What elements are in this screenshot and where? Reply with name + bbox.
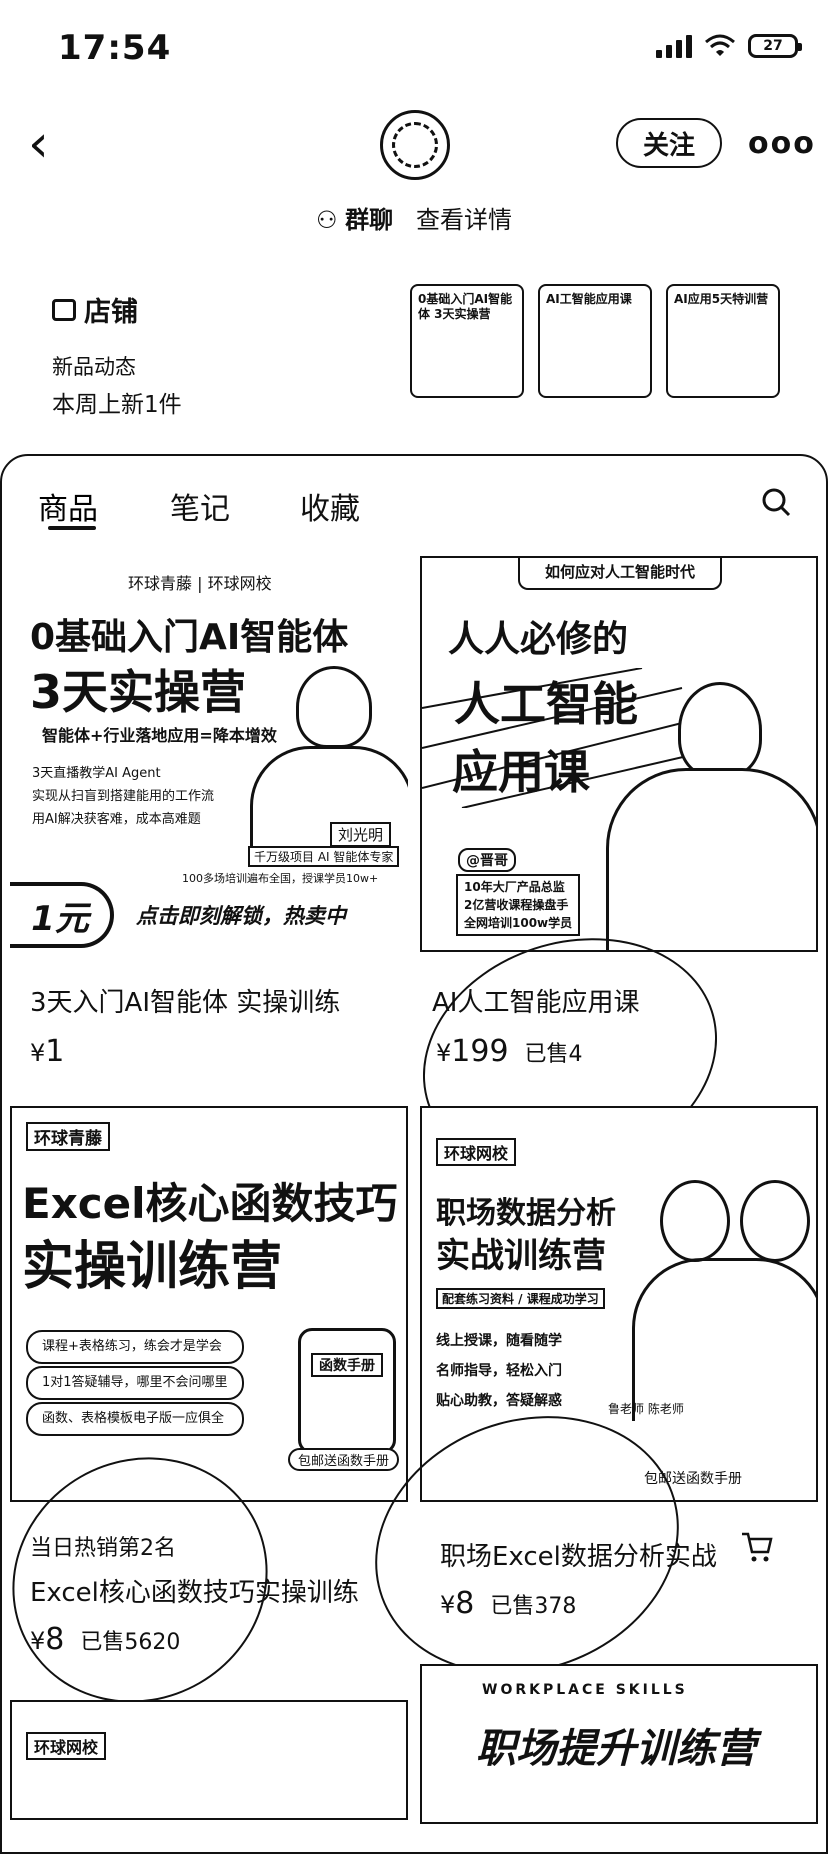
product-2-teacher-photo [678, 682, 762, 778]
product-2-headline3: 应用课 [452, 745, 590, 799]
product-1-note: 100多场培训遍布全国，授课学员10w+ [182, 872, 379, 885]
product-4-price: ¥8 已售378 [440, 1586, 577, 1621]
tab-favorites[interactable]: 收藏 [300, 492, 360, 527]
product-4-teacher-photo-2 [740, 1180, 810, 1262]
product-3-rank: 当日热销第2名 [30, 1536, 176, 1561]
product-4-headline2: 实战训练营 [436, 1236, 606, 1276]
product-3-title[interactable]: Excel核心函数技巧实操训练 [30, 1578, 359, 1608]
shop-section[interactable]: 店铺 新品动态 本周上新1件 [52, 290, 182, 419]
product-2-title[interactable]: AI人工智能应用课 [432, 988, 640, 1018]
product-1-headline2: 3天实操营 [30, 665, 247, 719]
product-card-1-image[interactable]: 环球青藤 | 环球网校 0基础入门AI智能体 3天实操营 智能体+行业落地应用=… [10, 556, 408, 952]
product-4-teacher-photo-1 [660, 1180, 730, 1262]
product-card-2-image[interactable]: 如何应对人工智能时代 人人必修的 人工智能 应用课 @晋哥 10年大厂产品总监 … [420, 556, 818, 952]
product-5-brand: 环球网校 [26, 1732, 107, 1760]
tab-notes[interactable]: 笔记 [170, 492, 230, 527]
product-3-brand: 环球青藤 [26, 1122, 110, 1151]
shop-title: 店铺 [84, 297, 138, 328]
product-2-tag: @晋哥 [458, 848, 516, 872]
view-details-link[interactable]: 查看详情 [416, 206, 513, 234]
product-4-lines: 线上授课，随看随学 名师指导，轻松入门 贴心助教，答疑解惑 [436, 1333, 562, 1409]
product-4-teachers: 鲁老师 陈老师 [608, 1402, 684, 1416]
shop-icon [52, 298, 76, 321]
signal-icon [656, 34, 692, 58]
product-card-4-image[interactable]: 环球网校 职场数据分析 实战训练营 配套练习资料 / 课程成功学习 线上授课，随… [420, 1106, 818, 1502]
product-1-teacher: 刘光明 [330, 822, 392, 847]
shop-new-count: 本周上新1件 [52, 392, 182, 418]
product-1-brand: 环球青藤 | 环球网校 [128, 574, 272, 593]
product-2-price: ¥199 已售4 [436, 1034, 583, 1069]
status-time: 17:54 [58, 28, 172, 68]
cart-icon[interactable] [740, 1530, 774, 1564]
product-1-title[interactable]: 3天入门AI智能体 实操训练 [30, 988, 341, 1018]
product-3-price: ¥8 已售5620 [30, 1622, 181, 1657]
product-3-headline2: 实操训练营 [22, 1237, 283, 1297]
product-1-cta: 点击即刻解锁，热卖中 [136, 904, 346, 928]
product-1-bullets: 3天直播教学AI Agent 实现从扫盲到搭建能用的工作流 用AI解决获客难，成… [32, 766, 215, 827]
product-1-price-badge: 1元 [10, 882, 114, 948]
product-3-headline1: Excel核心函数技巧 [22, 1179, 398, 1228]
product-2-top: 如何应对人工智能时代 [518, 558, 722, 590]
product-card-3-image[interactable]: 环球青藤 Excel核心函数技巧 实操训练营 课程+表格练习，练会才是学会 1对… [10, 1106, 408, 1502]
product-3-gift: 包邮送函数手册 [288, 1448, 400, 1471]
product-1-teacher-title: 千万级项目 AI 智能体专家 [248, 846, 400, 867]
product-3-book-image: 函数手册 [298, 1328, 396, 1454]
group-chat-link[interactable]: 群聊 [345, 206, 394, 234]
shop-new-label: 新品动态 [52, 355, 136, 379]
shop-thumb-1[interactable]: 0基础入门AI智能体 3天实操营 [410, 284, 524, 398]
shop-thumb-2[interactable]: AI工智能应用课 [538, 284, 652, 398]
product-1-headline1: 0基础入门AI智能体 [30, 617, 349, 658]
battery-icon: 27 [748, 34, 802, 58]
product-1-subhead: 智能体+行业落地应用=降本增效 [42, 726, 277, 745]
product-2-headline1: 人人必修的 [448, 619, 629, 660]
product-4-headline1: 职场数据分析 [436, 1196, 616, 1231]
product-1-teacher-photo [296, 666, 372, 748]
more-button[interactable]: ooo [748, 126, 816, 161]
product-6-headline: 职场提升训练营 [476, 1726, 756, 1772]
product-4-brand: 环球网校 [436, 1138, 517, 1166]
back-button[interactable]: ‹ [28, 114, 49, 174]
group-info: ⚇ 群聊 查看详情 [0, 200, 828, 235]
avatar[interactable] [380, 110, 450, 180]
product-card-5-image[interactable]: 环球网校 [10, 1700, 408, 1820]
search-icon[interactable] [760, 486, 792, 518]
product-4-title[interactable]: 职场Excel数据分析实战 [440, 1542, 717, 1572]
tab-indicator [48, 526, 96, 530]
product-6-top: WORKPLACE SKILLS [482, 1682, 688, 1698]
follow-button[interactable]: 关注 [616, 118, 722, 168]
shop-thumb-3[interactable]: AI应用5天特训营 [666, 284, 780, 398]
product-4-gift: 包邮送函数手册 [644, 1471, 742, 1487]
status-icons: 27 [656, 34, 802, 58]
tab-products[interactable]: 商品 [38, 492, 98, 527]
product-1-price: ¥1 [30, 1034, 65, 1069]
product-3-lines: 课程+表格练习，练会才是学会 1对1答疑辅导，哪里不会问哪里 函数、表格模板电子… [26, 1330, 244, 1436]
group-chat-icon: ⚇ [315, 206, 338, 234]
product-4-sub: 配套练习资料 / 课程成功学习 [436, 1288, 605, 1309]
wifi-icon [705, 34, 735, 56]
product-card-6-image[interactable]: WORKPLACE SKILLS 职场提升训练营 [420, 1664, 818, 1824]
product-2-lines: 10年大厂产品总监 2亿营收课程操盘手 全网培训100w学员 [456, 874, 581, 936]
